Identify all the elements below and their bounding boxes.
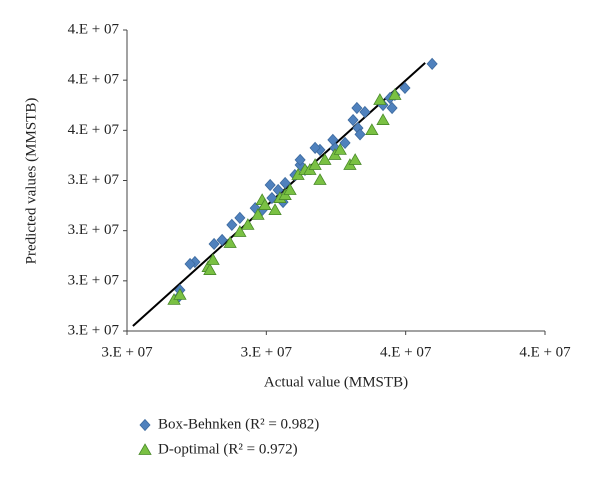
point — [226, 218, 238, 231]
x-tick-label: 3.E + 07 — [101, 344, 153, 360]
point — [208, 237, 220, 251]
y-tick-label: 3.E + 07 — [68, 272, 120, 288]
x-tick-label: 3.E + 07 — [241, 344, 293, 360]
legend-label: Box-Behnken (R² = 0.982) — [158, 416, 319, 432]
point — [272, 183, 284, 197]
point — [348, 153, 362, 165]
point — [294, 153, 306, 167]
point — [268, 203, 282, 215]
legend-label: D-optimal (R² = 0.972) — [158, 441, 298, 457]
point — [365, 123, 379, 135]
point — [376, 113, 390, 125]
point — [223, 236, 237, 248]
point — [386, 101, 398, 115]
y-tick-label: 3.E + 07 — [68, 172, 120, 188]
legend-marker — [138, 443, 152, 455]
point — [173, 288, 187, 300]
point — [264, 178, 276, 192]
point — [203, 263, 217, 275]
point — [313, 173, 327, 185]
x-tick-label: 4.E + 07 — [519, 344, 571, 360]
y-tick-label: 3.E + 07 — [68, 322, 120, 338]
point — [373, 93, 387, 105]
point — [266, 191, 278, 205]
point — [251, 208, 265, 220]
point — [339, 136, 351, 149]
point — [309, 141, 321, 154]
y-tick-label: 4.E + 07 — [68, 122, 120, 138]
x-tick-label: 4.E + 07 — [380, 344, 432, 360]
x-axis-title: Actual value (MMSTB) — [264, 374, 408, 390]
point — [359, 105, 371, 119]
point — [333, 143, 347, 155]
point — [426, 57, 438, 70]
point — [258, 198, 272, 210]
point — [318, 153, 332, 165]
point — [399, 81, 411, 95]
point — [233, 225, 247, 237]
y-axis-title: Predicted values (MMSTB) — [23, 98, 39, 265]
point — [216, 233, 228, 247]
point — [388, 88, 402, 100]
point — [206, 253, 220, 265]
point — [184, 257, 196, 271]
point — [327, 133, 339, 146]
y-tick-label: 3.E + 07 — [68, 222, 120, 238]
point — [308, 158, 322, 170]
point — [354, 128, 366, 141]
point — [347, 113, 359, 127]
y-tick-label: 4.E + 07 — [68, 72, 120, 88]
point — [234, 211, 246, 224]
point — [351, 101, 363, 115]
legend-marker — [139, 418, 151, 432]
point — [241, 218, 255, 230]
point — [283, 183, 297, 195]
y-tick-label: 4.E + 07 — [68, 21, 120, 37]
